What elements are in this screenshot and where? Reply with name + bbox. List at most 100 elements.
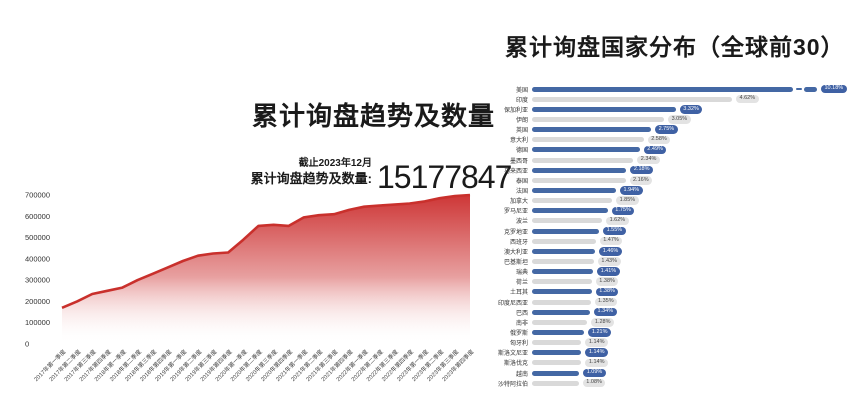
value-badge: 3.32% — [679, 105, 703, 114]
trend-line — [61, 193, 471, 309]
country-label: 保加利亚 — [503, 107, 528, 114]
country-label: 印度 — [515, 97, 528, 104]
bar-row: 斯洛文尼亚 1.14% — [488, 348, 852, 358]
bar-track: 2.58% — [532, 135, 671, 145]
bar-track: 10.18% — [532, 84, 847, 94]
bar-track: 1.14% — [532, 358, 608, 368]
country-label: 巴西 — [515, 310, 528, 317]
bar — [532, 137, 644, 143]
bar — [532, 208, 608, 214]
bar-row: 巴基斯坦 1.43% — [488, 256, 852, 266]
bar — [532, 340, 582, 346]
country-label: 越南 — [515, 371, 528, 378]
bar — [532, 319, 588, 325]
bar-row: 泰国 2.16% — [488, 175, 852, 185]
bar — [532, 360, 582, 366]
bar — [532, 167, 627, 173]
bar-row: 英国 2.75% — [488, 125, 852, 135]
bar-row: 墨西哥 2.34% — [488, 155, 852, 165]
bar-row: 罗马尼亚 1.75% — [488, 206, 852, 216]
bar — [532, 157, 634, 163]
country-label: 土耳其 — [509, 290, 528, 297]
country-label: 法国 — [515, 188, 528, 195]
trend-chart-title: 累计询盘趋势及数量 — [252, 101, 496, 131]
bar-row: 美国 10.18% — [488, 84, 852, 94]
country-label: 伊朗 — [515, 117, 528, 124]
bar-row: 德国 2.49% — [488, 145, 852, 155]
bar-row: 马来西亚 2.18% — [488, 165, 852, 175]
value-badge: 1.09% — [583, 368, 606, 378]
bar — [532, 299, 591, 305]
value-badge: 2.16% — [629, 176, 653, 185]
bar-row: 南非 1.28% — [488, 317, 852, 327]
bar-track: 1.14% — [532, 348, 608, 357]
bar — [532, 279, 592, 285]
country-label: 荷兰 — [515, 280, 528, 287]
value-badge: 1.85% — [616, 196, 639, 205]
value-badge: 1.21% — [588, 328, 611, 337]
value-badge: 1.62% — [606, 216, 629, 226]
bar-tail-segment — [804, 86, 817, 92]
bar-track: 2.49% — [532, 145, 667, 155]
y-axis-tick-label: 500000 — [25, 233, 50, 242]
y-axis-tick-label: 400000 — [25, 254, 50, 263]
bar — [532, 309, 590, 315]
country-label: 德国 — [515, 148, 528, 155]
bar-row: 澳大利亚 1.46% — [488, 246, 852, 256]
bar-track: 1.34% — [532, 307, 617, 317]
country-label: 澳大利亚 — [503, 249, 528, 256]
bar-row: 波兰 1.62% — [488, 216, 852, 226]
country-label: 俄罗斯 — [509, 330, 528, 337]
country-label: 斯洛文尼亚 — [497, 351, 528, 358]
bar — [532, 269, 594, 275]
bar — [532, 86, 793, 92]
value-badge: 1.14% — [585, 338, 608, 347]
bar-row: 法国 1.94% — [488, 185, 852, 195]
country-label: 匈牙利 — [509, 341, 528, 348]
bar-track: 1.55% — [532, 226, 626, 236]
value-badge: 1.55% — [603, 226, 626, 236]
bar-track: 3.32% — [532, 105, 703, 114]
bar-track: 1.09% — [532, 368, 606, 378]
bar-track: 1.38% — [532, 287, 619, 297]
country-chart-title: 累计询盘国家分布（全球前30） — [505, 34, 845, 60]
value-badge: 2.75% — [655, 125, 678, 134]
bar — [532, 187, 616, 193]
bar — [532, 218, 603, 224]
value-badge: 1.14% — [585, 348, 608, 357]
bar — [532, 228, 600, 234]
bar-row: 西班牙 1.47% — [488, 236, 852, 246]
bar-row: 加拿大 1.85% — [488, 196, 852, 206]
bar — [532, 380, 579, 386]
bar-track: 1.47% — [532, 236, 623, 246]
bar — [532, 127, 652, 133]
bar — [532, 289, 592, 295]
y-axis-tick-label: 300000 — [25, 276, 50, 285]
country-label: 墨西哥 — [509, 158, 528, 165]
value-badge: 2.58% — [647, 135, 671, 145]
bar-row: 伊朗 3.05% — [488, 114, 852, 124]
value-badge: 1.47% — [599, 236, 623, 246]
y-axis-tick-label: 700000 — [25, 191, 50, 200]
value-badge: 2.49% — [643, 145, 667, 155]
value-badge: 1.08% — [582, 378, 606, 388]
bar — [532, 198, 613, 204]
y-axis-tick-label: 600000 — [25, 212, 50, 221]
bar-track: 1.28% — [532, 318, 614, 327]
country-label: 沙特阿拉伯 — [497, 381, 528, 388]
country-label: 克罗地亚 — [503, 229, 528, 236]
bar-track: 1.62% — [532, 216, 629, 226]
bar — [532, 96, 732, 102]
asof-date-label: 截止2023年12月 — [298, 158, 372, 169]
bar-row: 印度尼西亚 1.35% — [488, 297, 852, 307]
value-badge: 1.46% — [599, 247, 622, 256]
value-badge: 1.38% — [595, 287, 619, 297]
country-label: 波兰 — [515, 219, 528, 226]
country-label: 泰国 — [515, 178, 528, 185]
metric-caption-block: 截止2023年12月 累计询盘趋势及数量: — [180, 158, 372, 186]
country-label: 印度尼西亚 — [497, 300, 528, 307]
country-label: 罗马尼亚 — [503, 209, 528, 216]
country-label: 巴基斯坦 — [503, 259, 528, 266]
bar-track: 1.94% — [532, 186, 643, 195]
value-badge: 1.35% — [594, 297, 618, 307]
